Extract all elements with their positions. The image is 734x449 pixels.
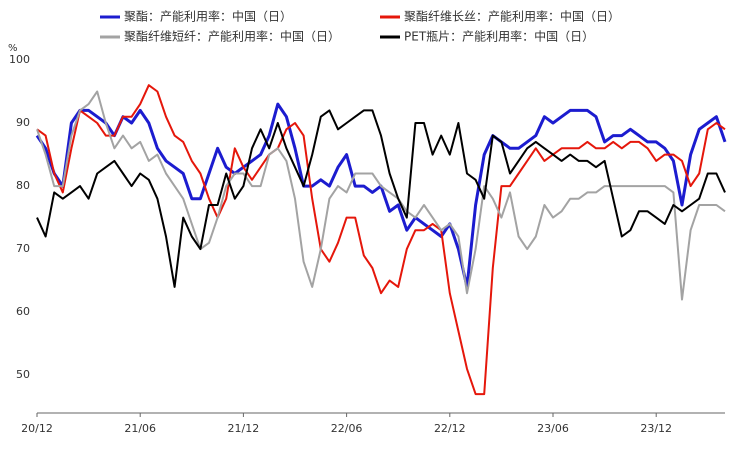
y-axis-label: % — [8, 43, 18, 54]
y-tick-label: 80 — [16, 179, 30, 192]
series-line — [36, 90, 726, 301]
x-tick-label: 23/06 — [537, 422, 569, 435]
legend-label: PET瓶片：产能利用率：中国（日） — [404, 29, 594, 44]
x-tick-label: 22/06 — [331, 422, 363, 435]
x-tick-label: 23/12 — [640, 422, 672, 435]
y-tick-label: 60 — [16, 305, 30, 318]
series-line — [35, 102, 727, 289]
y-tick-label: 50 — [16, 368, 30, 381]
y-tick-label: 90 — [16, 116, 30, 129]
series-line — [36, 84, 726, 396]
y-tick-label: 100 — [9, 53, 30, 66]
legend-label: 聚酯纤维长丝：产能利用率：中国（日） — [404, 9, 620, 24]
x-tick-label: 20/12 — [21, 422, 53, 435]
legend-label: 聚酯纤维短纤：产能利用率：中国（日） — [124, 29, 340, 44]
legend-label: 聚酯：产能利用率：中国（日） — [124, 9, 292, 24]
series-line — [36, 109, 726, 288]
y-tick-label: 70 — [16, 242, 30, 255]
x-tick-label: 21/06 — [124, 422, 156, 435]
x-tick-label: 21/12 — [228, 422, 260, 435]
x-tick-label: 22/12 — [434, 422, 466, 435]
